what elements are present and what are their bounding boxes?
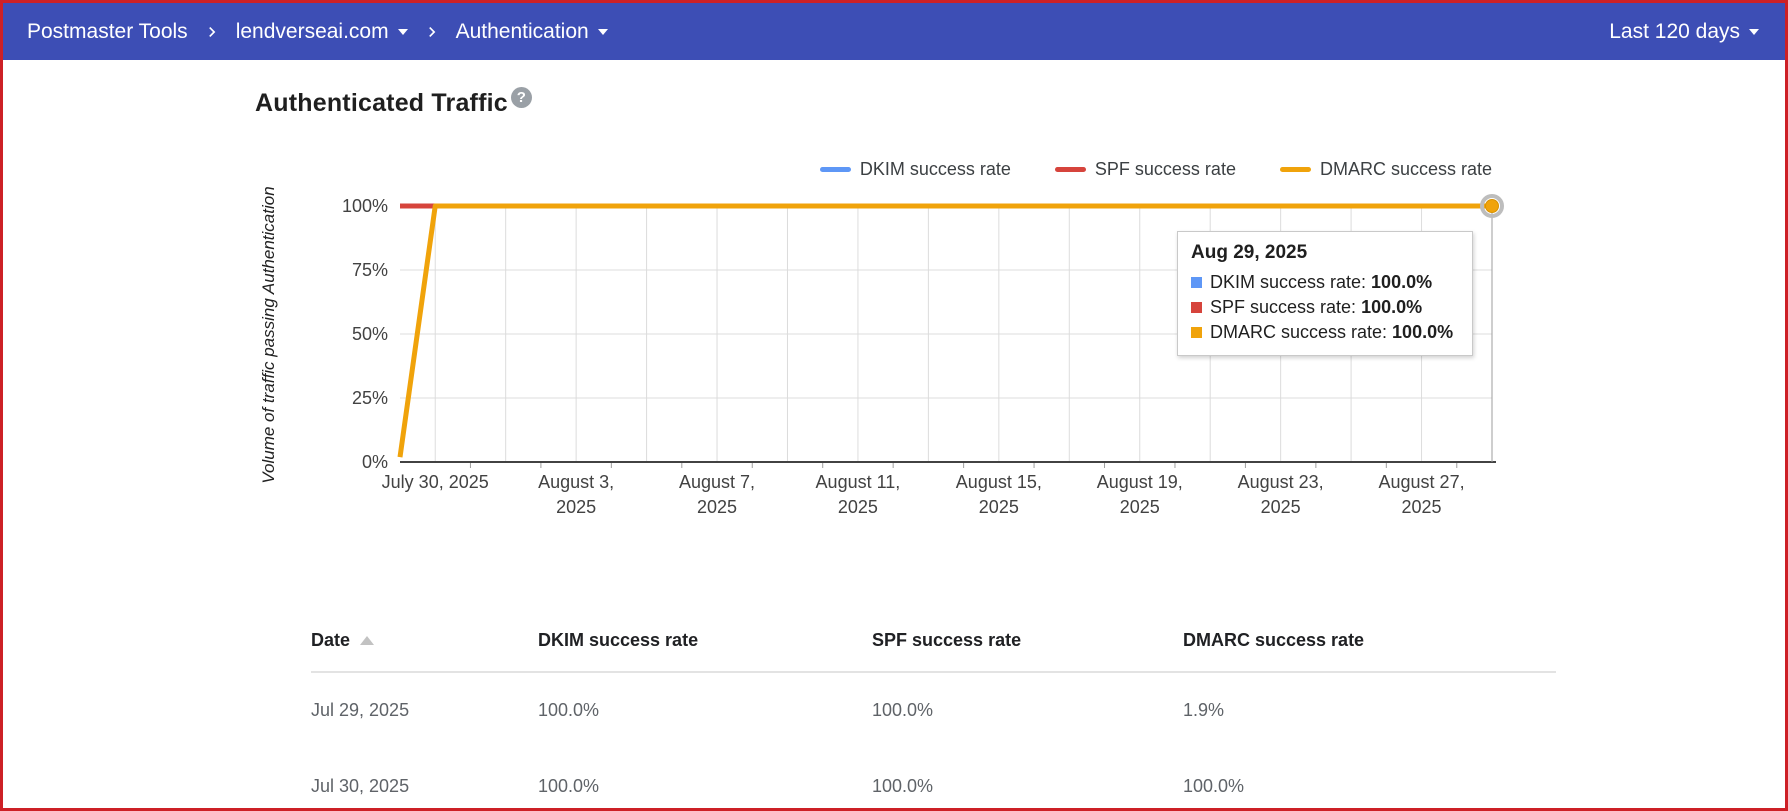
breadcrumb-separator-chevron-right-icon xyxy=(202,22,222,42)
legend-item-spf-success-rate: SPF success rate xyxy=(1055,159,1236,180)
legend-item-dmarc-success-rate: DMARC success rate xyxy=(1280,159,1492,180)
tooltip-label: SPF success rate: xyxy=(1210,296,1356,318)
table-cell: Jul 30, 2025 xyxy=(311,776,409,797)
breadcrumb-item-authentication[interactable]: Authentication xyxy=(456,20,608,44)
top-navigation-bar: Postmaster Tools lendverseai.com Authentic… xyxy=(3,3,1785,60)
tooltip-row-dmarc-success-rate: DMARC success rate:100.0% xyxy=(1191,321,1458,343)
tooltip-value: 100.0% xyxy=(1371,271,1432,293)
tooltip-row-spf-success-rate: SPF success rate:100.0% xyxy=(1191,296,1458,318)
table-cell: 100.0% xyxy=(1183,776,1244,797)
tooltip-label: DKIM success rate: xyxy=(1210,271,1366,293)
authentication-data-table: Date DKIM success rate SPF success rate DMA… xyxy=(311,622,1556,808)
y-axis-tick-label: 75% xyxy=(300,259,388,281)
column-header-label: SPF success rate xyxy=(872,630,1021,651)
breadcrumb-label: Postmaster Tools xyxy=(27,20,188,44)
column-header-spf-success-rate[interactable]: SPF success rate xyxy=(872,630,1021,651)
page-title: Authenticated Traffic xyxy=(255,89,508,118)
tooltip-date: Aug 29, 2025 xyxy=(1191,242,1458,264)
tooltip-row-dkim-success-rate: DKIM success rate:100.0% xyxy=(1191,271,1458,293)
postmaster-tools-window: Postmaster Tools lendverseai.com Authentic… xyxy=(0,0,1788,811)
tooltip-swatch-icon xyxy=(1191,277,1202,288)
tooltip-label: DMARC success rate: xyxy=(1210,321,1387,343)
column-header-label: DMARC success rate xyxy=(1183,630,1364,651)
date-range-selector[interactable]: Last 120 days xyxy=(1609,20,1759,44)
legend-swatch-icon xyxy=(820,167,851,172)
column-header-dkim-success-rate[interactable]: DKIM success rate xyxy=(538,630,698,651)
table-cell: 100.0% xyxy=(538,700,599,721)
breadcrumb-separator-chevron-right-icon xyxy=(422,22,442,42)
chevron-down-icon xyxy=(398,29,408,35)
legend-label: DKIM success rate xyxy=(860,159,1011,180)
column-header-dmarc-success-rate[interactable]: DMARC success rate xyxy=(1183,630,1364,651)
chevron-down-icon xyxy=(598,29,608,35)
y-axis-tick-label: 50% xyxy=(300,323,388,345)
legend-swatch-icon xyxy=(1280,167,1311,172)
y-axis-tick-label: 100% xyxy=(300,195,388,217)
x-axis-tick-label: August 27, 2025 xyxy=(1336,470,1508,520)
column-header-label: Date xyxy=(311,630,350,651)
chart-legend: DKIM success rate SPF success rate DMARC s… xyxy=(400,159,1492,180)
table-cell: 100.0% xyxy=(872,776,933,797)
legend-item-dkim-success-rate: DKIM success rate xyxy=(820,159,1011,180)
legend-label: SPF success rate xyxy=(1095,159,1236,180)
y-axis-tick-label: 25% xyxy=(300,387,388,409)
tooltip-swatch-icon xyxy=(1191,302,1202,313)
table-header-divider xyxy=(311,671,1556,673)
table-cell: 1.9% xyxy=(1183,700,1224,721)
tooltip-value: 100.0% xyxy=(1361,296,1422,318)
chevron-down-icon xyxy=(1749,29,1759,35)
page-title-row: Authenticated Traffic ? xyxy=(255,89,532,118)
tooltip-value: 100.0% xyxy=(1392,321,1453,343)
breadcrumb-label: lendverseai.com xyxy=(236,20,389,44)
column-header-label: DKIM success rate xyxy=(538,630,698,651)
breadcrumb-label: Authentication xyxy=(456,20,589,44)
date-range-label: Last 120 days xyxy=(1609,20,1740,44)
legend-swatch-icon xyxy=(1055,167,1086,172)
breadcrumb-item-lendverseai-com[interactable]: lendverseai.com xyxy=(236,20,408,44)
sort-ascending-icon xyxy=(360,636,374,645)
breadcrumb-item-postmaster-tools[interactable]: Postmaster Tools xyxy=(27,20,188,44)
legend-label: DMARC success rate xyxy=(1320,159,1492,180)
hover-point-marker xyxy=(1486,200,1499,213)
breadcrumb: Postmaster Tools lendverseai.com Authentic… xyxy=(27,20,608,44)
help-icon[interactable]: ? xyxy=(511,87,532,108)
chart-tooltip: Aug 29, 2025 DKIM success rate:100.0%SPF… xyxy=(1177,231,1473,356)
table-cell: 100.0% xyxy=(538,776,599,797)
tooltip-swatch-icon xyxy=(1191,327,1202,338)
column-header-date[interactable]: Date xyxy=(311,630,374,651)
table-cell: Jul 29, 2025 xyxy=(311,700,409,721)
table-cell: 100.0% xyxy=(872,700,933,721)
